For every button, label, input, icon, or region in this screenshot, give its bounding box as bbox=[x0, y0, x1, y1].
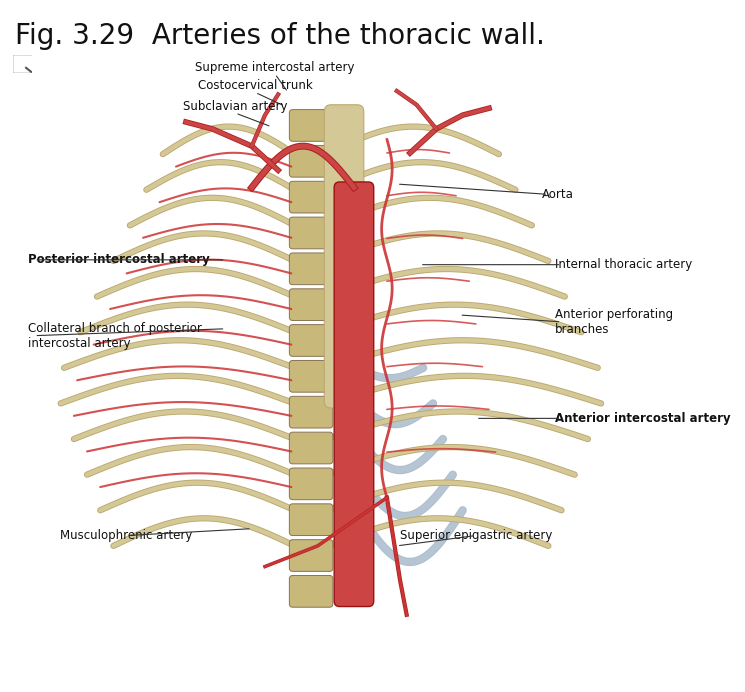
Text: Posterior intercostal artery: Posterior intercostal artery bbox=[28, 253, 209, 266]
FancyBboxPatch shape bbox=[289, 361, 333, 392]
FancyBboxPatch shape bbox=[289, 540, 333, 572]
Text: Aorta: Aorta bbox=[542, 188, 574, 201]
FancyBboxPatch shape bbox=[289, 397, 333, 428]
FancyBboxPatch shape bbox=[324, 104, 364, 408]
Text: Anterior intercostal artery: Anterior intercostal artery bbox=[555, 412, 731, 425]
FancyBboxPatch shape bbox=[289, 253, 333, 284]
FancyBboxPatch shape bbox=[289, 504, 333, 536]
Text: Subclavian artery: Subclavian artery bbox=[183, 100, 288, 113]
Text: Musculophrenic artery: Musculophrenic artery bbox=[60, 529, 193, 542]
Text: Costocervical trunk: Costocervical trunk bbox=[197, 80, 312, 92]
Text: Internal thoracic artery: Internal thoracic artery bbox=[555, 258, 692, 271]
Text: Fig. 3.29  Arteries of the thoracic wall.: Fig. 3.29 Arteries of the thoracic wall. bbox=[15, 22, 545, 50]
FancyBboxPatch shape bbox=[289, 145, 333, 177]
FancyBboxPatch shape bbox=[289, 432, 333, 464]
FancyBboxPatch shape bbox=[289, 289, 333, 320]
Text: Collateral branch of posterior
intercostal artery: Collateral branch of posterior intercost… bbox=[28, 322, 202, 349]
FancyBboxPatch shape bbox=[289, 181, 333, 213]
FancyBboxPatch shape bbox=[335, 182, 374, 606]
FancyBboxPatch shape bbox=[289, 468, 333, 500]
FancyBboxPatch shape bbox=[289, 325, 333, 356]
FancyBboxPatch shape bbox=[289, 576, 333, 607]
FancyBboxPatch shape bbox=[289, 109, 333, 141]
Text: Superior epigastric artery: Superior epigastric artery bbox=[399, 529, 552, 542]
FancyBboxPatch shape bbox=[13, 55, 33, 73]
Text: Anterior perforating
branches: Anterior perforating branches bbox=[555, 308, 673, 336]
FancyBboxPatch shape bbox=[289, 217, 333, 249]
Text: Supreme intercostal artery: Supreme intercostal artery bbox=[195, 61, 355, 74]
